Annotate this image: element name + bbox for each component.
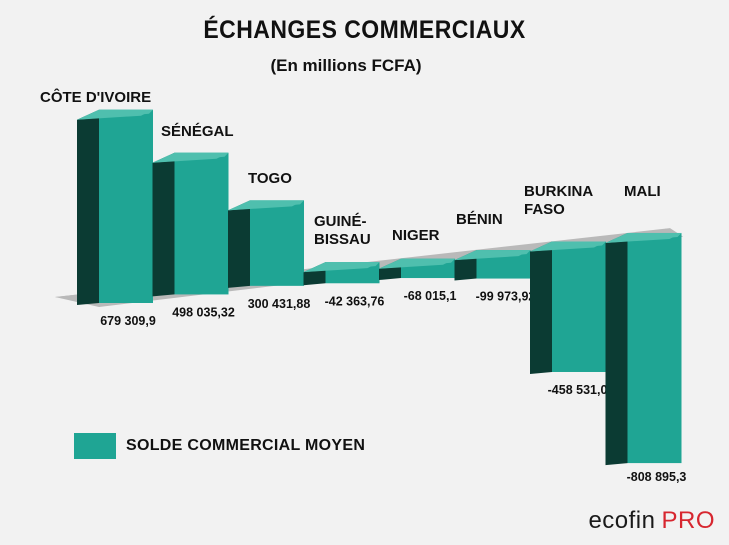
- chart-title: ÉCHANGES COMMERCIAUX: [203, 16, 526, 44]
- bar-top-face: [605, 232, 682, 243]
- data-label: -99 973,92: [476, 290, 536, 304]
- data-label: 300 431,88: [248, 297, 311, 311]
- data-label: 498 035,32: [172, 305, 235, 319]
- bar-side: [530, 241, 552, 374]
- chart-subtitle: (En millions FCFA): [270, 56, 422, 75]
- data-label: -68 015,1: [404, 289, 457, 303]
- category-label: BÉNIN: [456, 211, 503, 228]
- brand-logo: ecofin PRO: [588, 507, 715, 535]
- bar-side: [152, 152, 175, 297]
- category-label: MALI: [624, 183, 661, 200]
- data-label: -808 895,3: [627, 470, 687, 484]
- bar-side: [77, 109, 99, 306]
- bar-side: [228, 200, 250, 288]
- legend-swatch: [74, 433, 116, 459]
- bar: [99, 109, 153, 304]
- bar-top-face: [152, 152, 229, 163]
- legend: SOLDE COMMERCIAL MOYEN: [74, 433, 365, 459]
- bar: [174, 152, 229, 295]
- category-label: FASO: [524, 201, 565, 218]
- brand-suffix: PRO: [661, 507, 715, 534]
- category-label: BURKINA: [524, 183, 593, 200]
- category-label: BISSAU: [314, 231, 371, 248]
- bar-top-face: [530, 241, 606, 252]
- bar-top-face: [454, 250, 531, 261]
- bar: [627, 232, 682, 464]
- data-label: 679 309,9: [100, 314, 156, 328]
- bar: [250, 200, 304, 286]
- bar-top-face: [77, 109, 153, 120]
- category-label: SÉNÉGAL: [161, 123, 234, 140]
- legend-label: SOLDE COMMERCIAL MOYEN: [126, 437, 366, 454]
- category-label: NIGER: [392, 227, 440, 244]
- data-label: -42 363,76: [325, 294, 385, 308]
- bar: [552, 241, 606, 372]
- category-label: TOGO: [248, 170, 292, 187]
- bar-top-face: [379, 258, 455, 269]
- data-label: -458 531,08: [548, 383, 615, 397]
- bar-side: [605, 232, 628, 466]
- category-label: GUINÉ-: [314, 213, 367, 230]
- bar-top-face: [228, 200, 304, 211]
- brand-name: ecofin: [588, 507, 656, 534]
- category-label: CÔTE D'IVOIRE: [40, 88, 151, 106]
- bar-top-face: [303, 262, 380, 273]
